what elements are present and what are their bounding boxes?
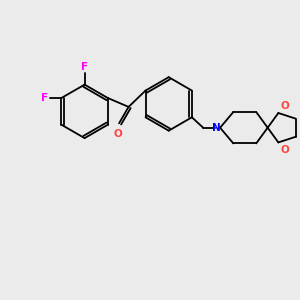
Text: O: O: [113, 129, 122, 139]
Text: F: F: [81, 62, 88, 72]
Text: O: O: [281, 145, 290, 155]
Text: O: O: [281, 100, 290, 111]
Text: N: N: [212, 123, 221, 133]
Text: F: F: [40, 93, 48, 103]
